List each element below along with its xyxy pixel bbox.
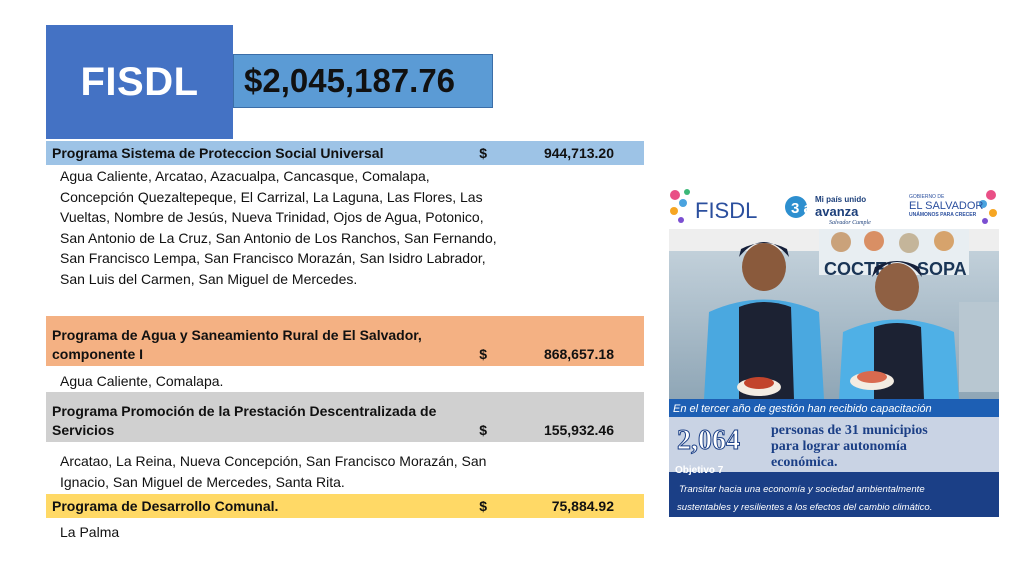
title-box: FISDL xyxy=(46,25,233,139)
slogan-line1: Mi país unido xyxy=(815,195,866,204)
page-title: FISDL xyxy=(80,59,199,104)
poster-headline: En el tercer año de gestión han recibido… xyxy=(673,403,932,415)
program-row-community-development: Programa de Desarrollo Comunal. $ 75,884… xyxy=(46,494,644,518)
slogan-line3: Salvador Cumple xyxy=(829,220,871,226)
program-amount: 155,932.46 xyxy=(543,422,615,438)
people-text-1: personas de 31 municipios xyxy=(771,423,928,438)
objective-text-2: sustentables y resilientes a los efectos… xyxy=(677,502,932,513)
program-amount: 75,884.92 xyxy=(551,498,615,514)
program-currency: $ xyxy=(479,422,487,438)
gov-tagline: UNÁMONOS PARA CRECER xyxy=(909,211,977,218)
program-name: Programa de Agua y Saneamiento Rural de … xyxy=(52,327,422,362)
total-amount: $2,045,187.76 xyxy=(244,62,456,99)
years-badge: 3 años xyxy=(791,200,839,217)
objective-text-1: Transitar hacia una economía y sociedad … xyxy=(679,484,925,495)
program-currency: $ xyxy=(479,498,487,514)
program-name: Programa de Desarrollo Comunal. xyxy=(52,498,279,514)
people-text-3: económica. xyxy=(771,455,837,470)
stats-band xyxy=(669,417,999,472)
flower-decoration-left xyxy=(670,189,690,223)
program-municipalities: Agua Caliente, Comalapa. xyxy=(60,373,224,389)
slogan-line2: avanza xyxy=(815,204,859,219)
woman-left-face xyxy=(742,243,786,291)
gov-label: GOBIERNO DE xyxy=(909,194,945,200)
program-name: Programa Promoción de la Prestación Desc… xyxy=(52,403,437,438)
program-amount: 944,713.20 xyxy=(543,145,615,161)
people-text-2: para lograr autonomía xyxy=(771,439,907,454)
poster-brand: FISDL xyxy=(695,198,757,223)
program-row-decentralized-services: Programa Promoción de la Prestación Desc… xyxy=(46,392,644,442)
program-municipalities: Arcatao, La Reina, Nueva Concepción, San… xyxy=(60,453,487,490)
three-years-badge-icon xyxy=(785,196,807,218)
sign-text-2: SOPA xyxy=(917,259,967,279)
big-number: 2,064 xyxy=(677,425,740,456)
program-amount: 868,657.18 xyxy=(543,346,615,362)
program-name: Programa Sistema de Proteccion Social Un… xyxy=(52,145,384,161)
program-currency: $ xyxy=(479,346,487,362)
program-row-water-sanitation: Programa de Agua y Saneamiento Rural de … xyxy=(46,316,644,366)
objective-label: Objetivo 7 xyxy=(675,465,724,476)
program-row-social-protection: Programa Sistema de Proteccion Social Un… xyxy=(46,141,644,165)
fisdl-poster-image: FISDL 3 años Mi país unido avanza Salvad… xyxy=(669,187,999,517)
woman-left-apron xyxy=(739,302,794,399)
gov-name: EL SALVADOR xyxy=(909,200,983,212)
program-municipalities: Agua Caliente, Arcatao, Azacualpa, Canca… xyxy=(60,168,497,287)
woman-right-face xyxy=(875,263,919,311)
poster-header-band xyxy=(669,187,999,229)
total-amount-box: $2,045,187.76 xyxy=(233,54,493,108)
flower-decoration-right xyxy=(979,190,997,224)
program-municipalities: La Palma xyxy=(60,524,120,540)
program-currency: $ xyxy=(479,145,487,161)
